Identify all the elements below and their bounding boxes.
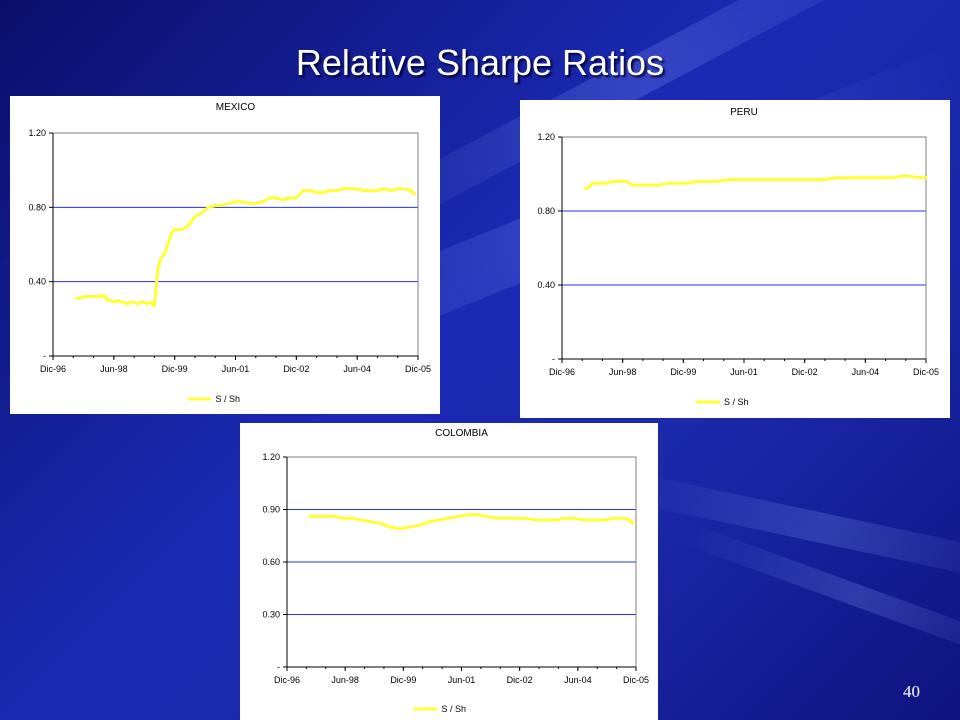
colombia-y-tick-label: 0.30 [262, 610, 280, 620]
peru-y-tick-label: - [552, 354, 555, 364]
mexico-x-tick-label: Dic-02 [283, 364, 309, 374]
mexico-series-line [75, 187, 417, 308]
peru-x-tick-label: Dic-96 [549, 367, 575, 377]
mexico-y-tick-label: 1.20 [28, 128, 46, 138]
mexico-x-tick-label: Jun-98 [100, 364, 128, 374]
colombia-x-tick-label: Jun-04 [564, 675, 592, 685]
colombia-series-line [308, 513, 635, 531]
mexico-y-tick-label: 0.40 [28, 277, 46, 287]
peru-chart-title: PERU [730, 107, 758, 118]
colombia-y-tick-label: 0.60 [262, 557, 280, 567]
peru-legend-label: S / Sh [724, 397, 749, 407]
mexico-x-tick-label: Dic-96 [40, 364, 66, 374]
mexico-x-tick-label: Jun-01 [222, 364, 250, 374]
peru-x-tick-label: Jun-98 [609, 367, 637, 377]
slide-title: Relative Sharpe Ratios [295, 42, 665, 83]
mexico-chart-title: MEXICO [216, 102, 256, 113]
page-number: 40 [903, 682, 920, 701]
colombia-chart-title: COLOMBIA [435, 428, 488, 439]
peru-x-tick-label: Dic-02 [792, 367, 818, 377]
colombia-y-tick-label: 1.20 [262, 452, 280, 462]
colombia-x-tick-label: Dic-02 [507, 675, 533, 685]
peru-x-tick-label: Dic-05 [913, 367, 939, 377]
peru-y-tick-label: 0.80 [537, 206, 555, 216]
peru-x-tick-label: Jun-04 [852, 367, 880, 377]
colombia-legend-label: S / Sh [442, 704, 467, 714]
mexico-x-tick-label: Dic-99 [162, 364, 188, 374]
peru-chart-background [520, 100, 950, 418]
peru-series-line [584, 174, 928, 191]
mexico-y-tick-label: - [43, 351, 46, 361]
peru-x-tick-label: Jun-01 [730, 367, 758, 377]
colombia-x-tick-label: Jun-01 [448, 675, 476, 685]
mexico-legend-label: S / Sh [216, 394, 241, 404]
mexico-chart-background [10, 96, 440, 414]
colombia-x-tick-label: Dic-05 [623, 675, 649, 685]
peru-y-tick-label: 1.20 [537, 132, 555, 142]
colombia-chart-background [240, 423, 658, 720]
peru-y-tick-label: 0.40 [537, 280, 555, 290]
colombia-x-tick-label: Jun-98 [331, 675, 359, 685]
colombia-y-tick-label: 0.90 [262, 505, 280, 515]
peru-x-tick-label: Dic-99 [670, 367, 696, 377]
colombia-x-tick-label: Dic-99 [390, 675, 416, 685]
colombia-x-tick-label: Dic-96 [274, 675, 300, 685]
colombia-y-tick-label: - [277, 662, 280, 672]
mexico-x-tick-label: Jun-04 [343, 364, 371, 374]
mexico-y-tick-label: 0.80 [28, 202, 46, 212]
mexico-x-tick-label: Dic-05 [405, 364, 431, 374]
